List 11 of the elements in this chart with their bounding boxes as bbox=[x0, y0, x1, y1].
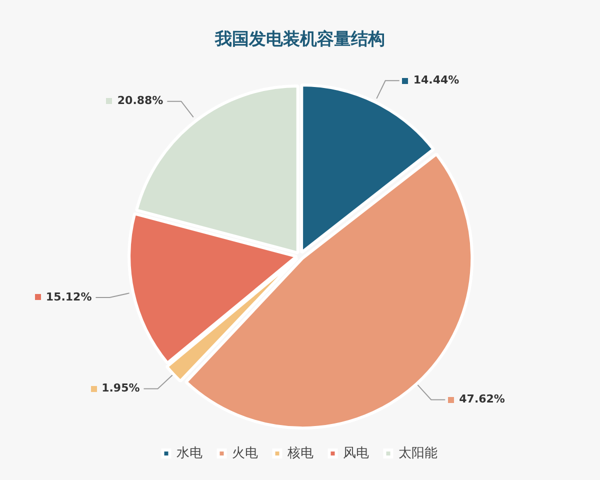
data-label: 47.62% bbox=[459, 392, 505, 406]
legend-label: 风电 bbox=[342, 446, 369, 461]
chart-title: 我国发电装机容量结构 bbox=[214, 30, 385, 50]
data-label: 14.44% bbox=[413, 73, 460, 86]
legend-label: 太阳能 bbox=[398, 446, 438, 461]
data-label: 1.95% bbox=[102, 382, 140, 395]
legend-label: 水电 bbox=[176, 446, 202, 461]
legend-label: 核电 bbox=[286, 446, 314, 461]
data-label: 20.88% bbox=[117, 94, 164, 108]
data-label: 15.12% bbox=[46, 290, 92, 304]
legend-label: 火电 bbox=[232, 446, 258, 461]
